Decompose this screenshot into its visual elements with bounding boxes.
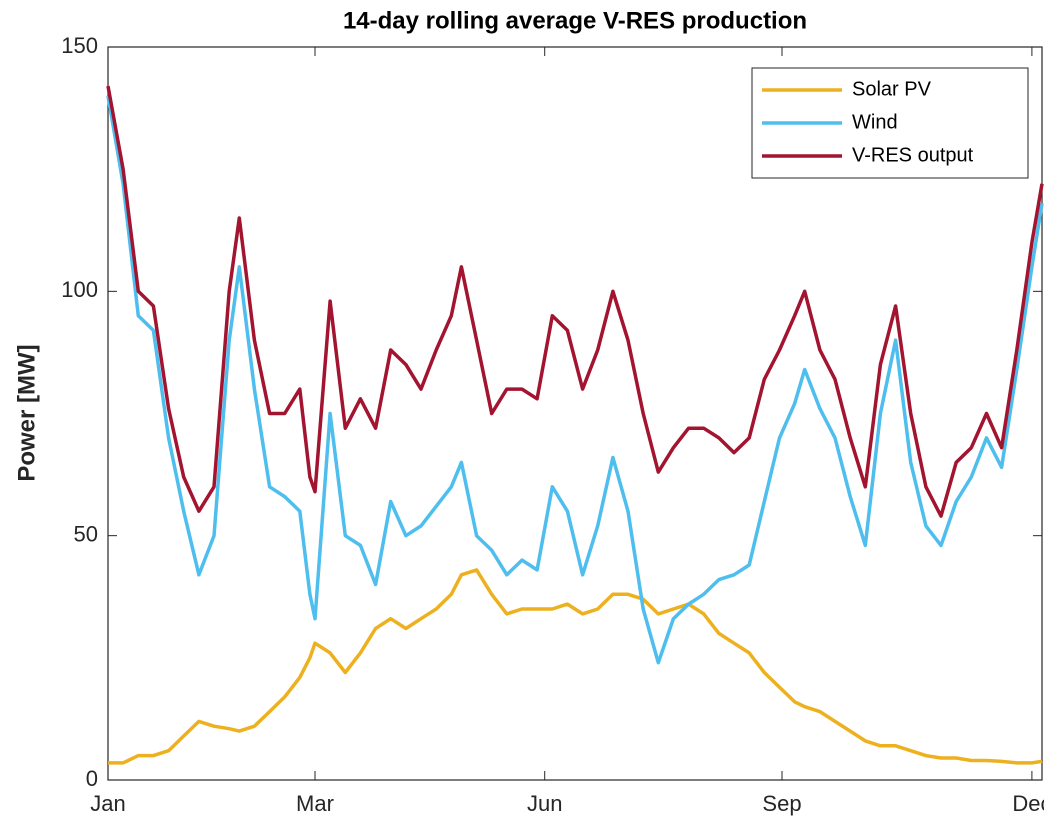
legend-label: Solar PV (852, 78, 932, 100)
y-tick-label: 0 (86, 766, 98, 791)
x-tick-label: Mar (296, 791, 334, 816)
x-tick-label: Jan (90, 791, 125, 816)
x-tick-label: Dec (1012, 791, 1044, 816)
series-line (106, 95, 1044, 665)
y-axis-label: Power [MW] (13, 344, 40, 481)
x-tick-label: Sep (762, 791, 801, 816)
series-line (106, 85, 1044, 518)
series-line (108, 568, 1043, 765)
chart-title: 14-day rolling average V-RES production (343, 7, 807, 34)
axes-box (107, 46, 1043, 781)
y-tick-label: 100 (61, 277, 98, 302)
y-tick-label: 50 (74, 521, 98, 546)
y-tick-label: 150 (61, 33, 98, 58)
legend-label: Wind (852, 111, 898, 133)
legend-label: V-RES output (852, 144, 974, 166)
x-tick-label: Jun (527, 791, 562, 816)
